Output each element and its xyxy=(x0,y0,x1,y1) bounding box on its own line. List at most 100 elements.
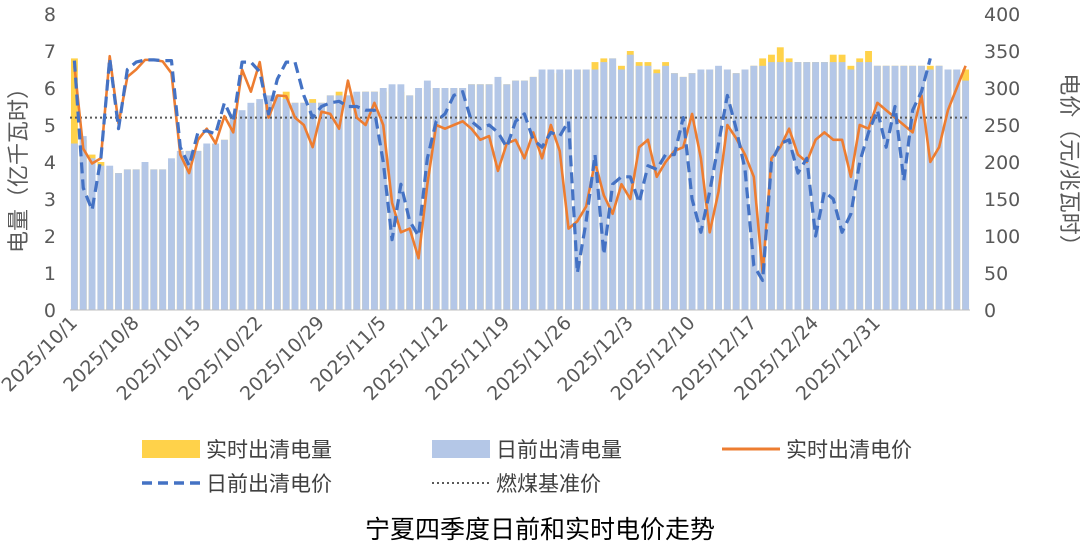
da-volume-bar xyxy=(573,69,581,310)
da-volume-bar xyxy=(238,110,246,310)
da-volume-bar xyxy=(362,91,370,310)
da-volume-bar xyxy=(300,102,308,310)
da-volume-bar xyxy=(273,95,281,311)
da-volume-bar xyxy=(723,69,731,310)
da-volume-bar xyxy=(679,76,687,311)
left-tick-label: 5 xyxy=(44,115,56,137)
da-volume-bar xyxy=(847,69,855,310)
da-volume-bar xyxy=(309,102,317,310)
da-volume-bar xyxy=(600,62,608,310)
da-volume-bar xyxy=(785,62,793,310)
da-volume-bar xyxy=(476,84,484,310)
da-volume-bars xyxy=(70,54,970,311)
da-volume-bar xyxy=(953,69,961,310)
da-volume-bar xyxy=(697,69,705,310)
da-volume-bar xyxy=(900,65,908,310)
da-volume-bar xyxy=(97,165,105,310)
left-tick-label: 7 xyxy=(44,41,56,63)
left-axis-ticks: 0 1 2 3 4 5 6 7 8 xyxy=(44,4,56,322)
da-volume-bar xyxy=(441,88,449,310)
right-tick-label: 100 xyxy=(984,226,1020,248)
da-volume-bar xyxy=(520,80,528,310)
da-volume-bar xyxy=(662,65,670,310)
left-tick-label: 1 xyxy=(44,263,56,285)
right-tick-label: 250 xyxy=(984,115,1020,137)
rt-price-line xyxy=(73,54,967,275)
da-volume-bar xyxy=(247,102,255,310)
da-volume-bar xyxy=(176,150,184,310)
da-volume-bar xyxy=(265,95,272,311)
da-volume-bar xyxy=(812,62,820,310)
da-volume-bar xyxy=(529,76,537,311)
da-volume-bar xyxy=(829,62,837,310)
da-volume-bar xyxy=(468,84,475,310)
legend: 实时出清电量 日前出清电量 实时出清电价 日前出清电价 燃煤基准价 xyxy=(142,438,912,496)
da-volume-bar xyxy=(759,65,767,310)
da-volume-bar xyxy=(212,143,220,310)
da-volume-bar xyxy=(626,54,634,311)
da-volume-bar xyxy=(803,62,811,310)
legend-label-rt-volume: 实时出清电量 xyxy=(206,438,332,462)
da-volume-bar xyxy=(88,158,96,310)
da-volume-bar xyxy=(547,69,555,310)
da-volume-bar xyxy=(423,80,431,310)
da-volume-bar xyxy=(591,69,599,310)
da-volume-bar xyxy=(70,143,78,310)
da-volume-bar xyxy=(856,62,864,310)
da-volume-bar xyxy=(618,69,625,310)
da-volume-bar xyxy=(794,62,802,310)
da-volume-bar xyxy=(123,169,131,310)
right-axis-ticks: 0 50 100 150 200 250 300 350 400 xyxy=(984,4,1020,322)
da-volume-bar xyxy=(344,95,352,311)
da-volume-bar xyxy=(688,73,696,310)
da-volume-bar xyxy=(776,62,784,310)
da-volume-bar xyxy=(918,65,925,310)
legend-label-da-volume: 日前出清电量 xyxy=(496,438,622,462)
right-tick-label: 350 xyxy=(984,41,1020,63)
right-tick-label: 200 xyxy=(984,152,1020,174)
legend-label-benchmark: 燃煤基准价 xyxy=(496,472,601,496)
da-volume-bar xyxy=(935,65,943,310)
da-price-line xyxy=(72,56,932,282)
da-volume-bar xyxy=(485,84,493,310)
da-volume-bar xyxy=(318,102,325,310)
da-volume-bar xyxy=(494,76,502,311)
right-tick-label: 400 xyxy=(984,4,1020,26)
da-volume-bar xyxy=(141,162,149,310)
legend-swatch-rt-volume xyxy=(142,440,200,458)
da-volume-bar xyxy=(635,65,643,310)
da-volume-bar xyxy=(512,80,520,310)
da-volume-bar xyxy=(370,91,378,310)
da-volume-bar xyxy=(150,169,158,310)
da-volume-bar xyxy=(565,69,572,310)
da-volume-bar xyxy=(820,62,828,310)
da-volume-bar xyxy=(159,169,167,310)
price-lines xyxy=(72,54,967,282)
da-volume-bar xyxy=(132,169,140,310)
da-volume-bar xyxy=(432,88,440,310)
da-volume-bar xyxy=(653,73,661,310)
da-volume-bar xyxy=(291,102,299,310)
da-volume-bar xyxy=(838,62,846,310)
da-volume-bar xyxy=(732,73,740,310)
left-tick-label: 4 xyxy=(44,152,56,174)
da-volume-bar xyxy=(556,69,564,310)
da-volume-bar xyxy=(353,91,361,310)
da-volume-bar xyxy=(379,88,387,310)
da-volume-bar xyxy=(538,69,546,310)
left-tick-label: 2 xyxy=(44,226,56,248)
da-volume-bar xyxy=(415,88,422,310)
da-volume-bar xyxy=(326,95,334,311)
da-volume-bar xyxy=(194,150,202,310)
da-volume-bar xyxy=(459,88,467,310)
legend-label-da-price: 日前出清电价 xyxy=(206,472,332,496)
right-axis-title: 电价（元/兆瓦时） xyxy=(1056,73,1080,256)
left-tick-label: 3 xyxy=(44,189,56,211)
da-volume-bar xyxy=(768,62,775,310)
da-volume-bar xyxy=(741,69,749,310)
da-volume-bar xyxy=(865,62,872,310)
da-volume-bar xyxy=(503,84,511,310)
da-volume-bar xyxy=(335,95,343,311)
left-tick-label: 8 xyxy=(44,4,56,26)
da-volume-bar xyxy=(397,84,405,310)
